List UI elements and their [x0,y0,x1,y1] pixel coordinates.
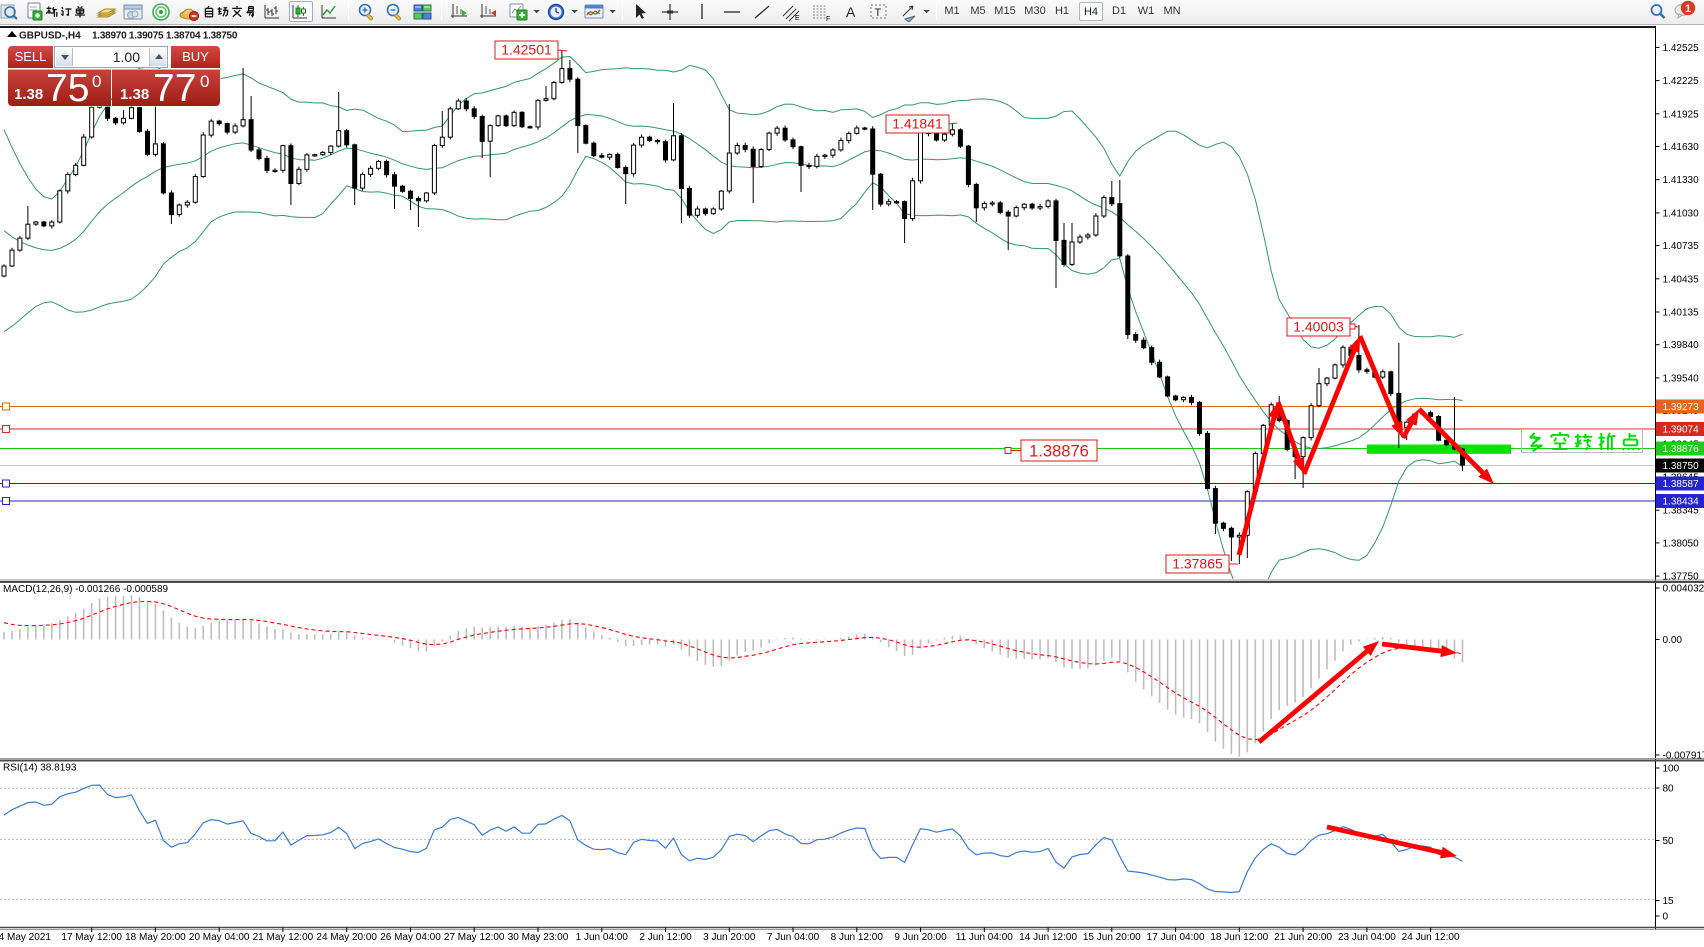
svg-text:F: F [826,16,830,22]
svg-text:1.40435: 1.40435 [1663,274,1700,285]
svg-text:17 Jun 04:00: 17 Jun 04:00 [1147,932,1205,943]
svg-text:1.38587: 1.38587 [1663,479,1700,490]
svg-text:18 Jun 12:00: 18 Jun 12:00 [1210,932,1268,943]
svg-text:23 Jun 04:00: 23 Jun 04:00 [1338,932,1396,943]
svg-text:1.37865: 1.37865 [1172,556,1223,572]
svg-text:1.41330: 1.41330 [1663,175,1700,186]
svg-text:24 Jun 12:00: 24 Jun 12:00 [1402,932,1460,943]
svg-text:20 May 04:00: 20 May 04:00 [189,932,250,943]
svg-text:27 May 12:00: 27 May 12:00 [444,932,505,943]
svg-text:GBPUSD-,H4: GBPUSD-,H4 [19,31,81,42]
svg-text:21 Jun 20:00: 21 Jun 20:00 [1274,932,1332,943]
svg-text:1.38050: 1.38050 [1663,538,1700,549]
svg-text:MACD(12,26,9) -0.001266 -0.000: MACD(12,26,9) -0.001266 -0.000589 [3,584,169,595]
svg-text:100: 100 [1663,764,1680,775]
svg-text:1.38876: 1.38876 [1663,444,1700,455]
svg-text:1.41630: 1.41630 [1663,142,1700,153]
svg-text:1.38345: 1.38345 [1663,506,1700,517]
svg-text:11 Jun 04:00: 11 Jun 04:00 [956,932,1014,943]
svg-text:21 May 12:00: 21 May 12:00 [253,932,314,943]
svg-text:9 Jun 20:00: 9 Jun 20:00 [894,932,947,943]
svg-text:1.42225: 1.42225 [1663,76,1700,87]
svg-text:1.41925: 1.41925 [1663,109,1700,120]
svg-text:1.40003: 1.40003 [1293,319,1344,335]
svg-text:0: 0 [1663,912,1669,923]
svg-text:24 May 20:00: 24 May 20:00 [316,932,377,943]
svg-text:1.42525: 1.42525 [1663,43,1700,54]
svg-text:15 Jun 20:00: 15 Jun 20:00 [1083,932,1141,943]
svg-text:1.39273: 1.39273 [1663,402,1700,413]
svg-text:T: T [875,7,882,19]
svg-text:0.00: 0.00 [1663,635,1683,646]
svg-text:2 Jun 12:00: 2 Jun 12:00 [639,932,692,943]
svg-text:RSI(14) 38.8193: RSI(14) 38.8193 [3,763,77,774]
svg-text:17 May 12:00: 17 May 12:00 [61,932,122,943]
svg-text:80: 80 [1663,784,1675,795]
svg-text:1.39540: 1.39540 [1663,373,1700,384]
svg-text:1.38750: 1.38750 [1663,461,1700,472]
svg-text:1: 1 [1685,3,1691,15]
svg-text:A: A [846,4,856,20]
svg-text:50: 50 [1663,836,1675,847]
svg-text:1.38434: 1.38434 [1663,497,1700,508]
svg-text:1.37750: 1.37750 [1663,572,1700,583]
svg-text:1 Jun 04:00: 1 Jun 04:00 [576,932,629,943]
svg-text:15: 15 [1663,896,1675,907]
svg-text:1.42501: 1.42501 [501,42,552,58]
svg-text:14 May 2021: 14 May 2021 [0,932,51,943]
svg-text:14 Jun 12:00: 14 Jun 12:00 [1019,932,1077,943]
svg-text:E: E [795,15,800,22]
svg-text:30 May 23:00: 30 May 23:00 [508,932,569,943]
svg-text:1.39074: 1.39074 [1663,425,1700,436]
svg-text:1.39840: 1.39840 [1663,340,1700,351]
svg-text:1.40735: 1.40735 [1663,241,1700,252]
svg-text:18 May 20:00: 18 May 20:00 [125,932,186,943]
svg-text:0.004032: 0.004032 [1663,584,1704,595]
svg-text:-0.007917: -0.007917 [1663,751,1704,762]
svg-text:3 Jun 20:00: 3 Jun 20:00 [703,932,756,943]
svg-text:1.41030: 1.41030 [1663,208,1700,219]
svg-text:1.40135: 1.40135 [1663,308,1700,319]
svg-text:7 Jun 04:00: 7 Jun 04:00 [767,932,820,943]
svg-text:8 Jun 12:00: 8 Jun 12:00 [831,932,884,943]
svg-text:1.38876: 1.38876 [1029,443,1089,461]
svg-text:1.38970 1.39075 1.38704 1.3875: 1.38970 1.39075 1.38704 1.38750 [92,31,238,42]
svg-text:1.41841: 1.41841 [892,116,943,132]
svg-text:26 May 04:00: 26 May 04:00 [380,932,441,943]
